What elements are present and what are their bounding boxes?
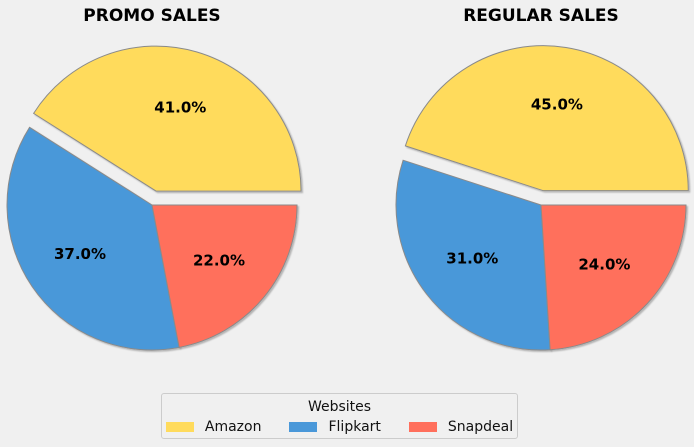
pie-slice-flipkart — [6, 126, 180, 351]
pie-title: PROMO SALES — [83, 6, 220, 26]
pie-figure: PROMO SALES 41.0% 37.0% 22.0% REGULAR SALE… — [6, 6, 689, 351]
slice-label-flipkart: 31.0% — [446, 249, 498, 267]
slice-label-amazon: 45.0% — [531, 96, 583, 114]
pie-slice-flipkart — [395, 159, 551, 351]
legend-swatch-snapdeal — [408, 422, 437, 432]
pie-slice-snapdeal — [151, 204, 298, 349]
legend-items: Amazon Flipkart Snapdeal — [162, 419, 517, 435]
pie-slice-snapdeal — [540, 204, 687, 351]
legend-swatch-amazon — [165, 422, 194, 432]
slice-label-snapdeal: 22.0% — [193, 252, 245, 270]
slice-label-amazon: 41.0% — [154, 99, 206, 117]
legend-entry-amazon: Amazon — [165, 419, 262, 435]
legend-title: Websites — [307, 399, 372, 415]
legend-swatch-flipkart — [289, 422, 318, 432]
slice-label-flipkart: 37.0% — [54, 245, 106, 263]
slice-label-snapdeal: 24.0% — [578, 256, 630, 274]
pie-slice-amazon — [404, 45, 689, 192]
promo-sales-pie: PROMO SALES 41.0% 37.0% 22.0% — [6, 6, 302, 351]
pie-slice-amazon — [32, 45, 302, 192]
legend-entry-flipkart: Flipkart — [289, 419, 381, 435]
legend-label-flipkart: Flipkart — [328, 419, 381, 435]
legend-entry-snapdeal: Snapdeal — [408, 419, 514, 435]
legend-label-snapdeal: Snapdeal — [447, 419, 514, 435]
legend: Websites Amazon Flipkart Snapdeal — [161, 393, 518, 439]
legend-label-amazon: Amazon — [204, 419, 262, 435]
regular-sales-pie: REGULAR SALES 45.0% 31.0% 24.0% — [395, 6, 689, 351]
pie-title: REGULAR SALES — [463, 6, 619, 26]
